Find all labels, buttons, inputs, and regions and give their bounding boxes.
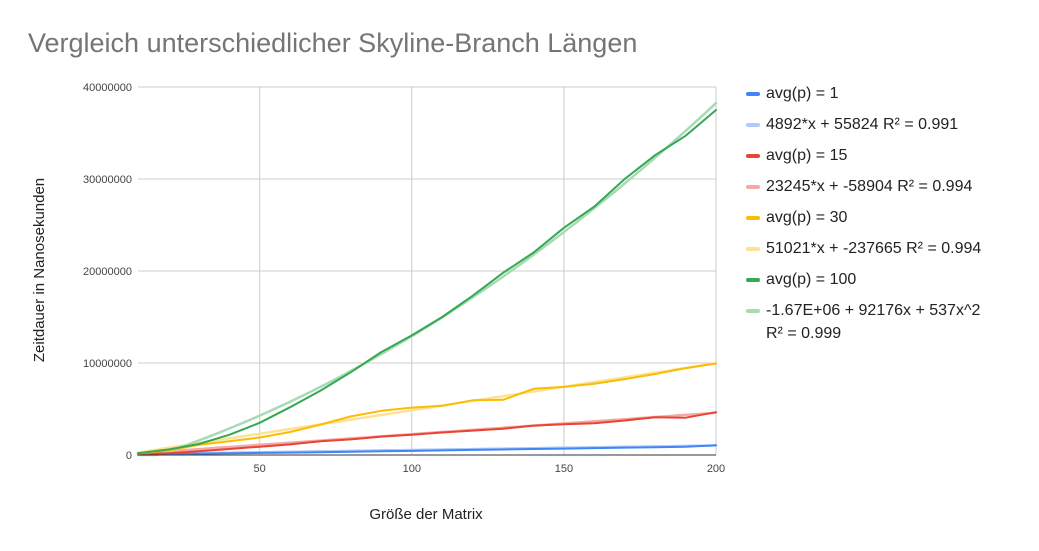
- x-tick-label: 150: [555, 463, 573, 475]
- legend-swatch: [746, 278, 760, 282]
- grid-lines: [138, 86, 717, 455]
- series-line: [137, 362, 717, 455]
- series-lines: [136, 101, 718, 457]
- y-tick-label: 20000000: [83, 266, 132, 278]
- legend-label: 51021*x + -237665 R² = 0.994: [766, 240, 982, 257]
- trendline: [136, 362, 718, 454]
- y-tick-label: 30000000: [83, 174, 132, 186]
- series-line: [137, 444, 717, 456]
- legend-item[interactable]: 4892*x + 55824 R² = 0.991: [746, 113, 1036, 144]
- legend-swatch: [746, 123, 760, 127]
- legend-label: 23245*x + -58904 R² = 0.994: [766, 178, 973, 195]
- legend-label: 4892*x + 55824 R² = 0.991: [766, 116, 959, 133]
- series-line: [137, 411, 717, 456]
- legend-item[interactable]: avg(p) = 30: [746, 206, 1036, 237]
- legend-label: avg(p) = 15: [766, 147, 848, 164]
- legend-item[interactable]: avg(p) = 15: [746, 144, 1036, 175]
- series-line: [137, 109, 717, 455]
- legend-item[interactable]: -1.67E+06 + 92176x + 537x^2 R² = 0.999: [746, 299, 1036, 353]
- y-tick-label: 0: [126, 450, 132, 462]
- legend-swatch: [746, 92, 760, 96]
- y-tick-label: 10000000: [83, 358, 132, 370]
- legend-item[interactable]: 51021*x + -237665 R² = 0.994: [746, 237, 1036, 268]
- chart-title: Vergleich unterschiedlicher Skyline-Bran…: [28, 28, 638, 58]
- trendline: [136, 101, 718, 457]
- legend-item[interactable]: avg(p) = 1: [746, 82, 1036, 113]
- legend-swatch: [746, 185, 760, 189]
- legend-swatch: [746, 154, 760, 158]
- y-tick-label: 40000000: [83, 82, 132, 94]
- legend-item[interactable]: 23245*x + -58904 R² = 0.994: [746, 175, 1036, 206]
- legend-swatch: [746, 309, 760, 313]
- legend-item[interactable]: avg(p) = 100: [746, 268, 1036, 299]
- legend-label: avg(p) = 1: [766, 85, 839, 102]
- legend: avg(p) = 1 4892*x + 55824 R² = 0.991 avg…: [746, 82, 1036, 353]
- legend-label: -1.67E+06 + 92176x + 537x^2 R² = 0.999: [766, 302, 981, 342]
- x-tick-label: 100: [403, 463, 421, 475]
- x-axis-title: Größe der Matrix: [369, 506, 483, 523]
- x-tick-label: 50: [254, 463, 266, 475]
- axes: 0 10000000 20000000 30000000 40000000 50 100 15…: [83, 82, 725, 475]
- legend-swatch: [746, 247, 760, 251]
- legend-label: avg(p) = 100: [766, 271, 857, 288]
- x-tick-label: 200: [707, 463, 725, 475]
- legend-label: avg(p) = 30: [766, 209, 848, 226]
- legend-swatch: [746, 216, 760, 220]
- y-axis-title: Zeitdauer in Nanosekunden: [31, 178, 48, 362]
